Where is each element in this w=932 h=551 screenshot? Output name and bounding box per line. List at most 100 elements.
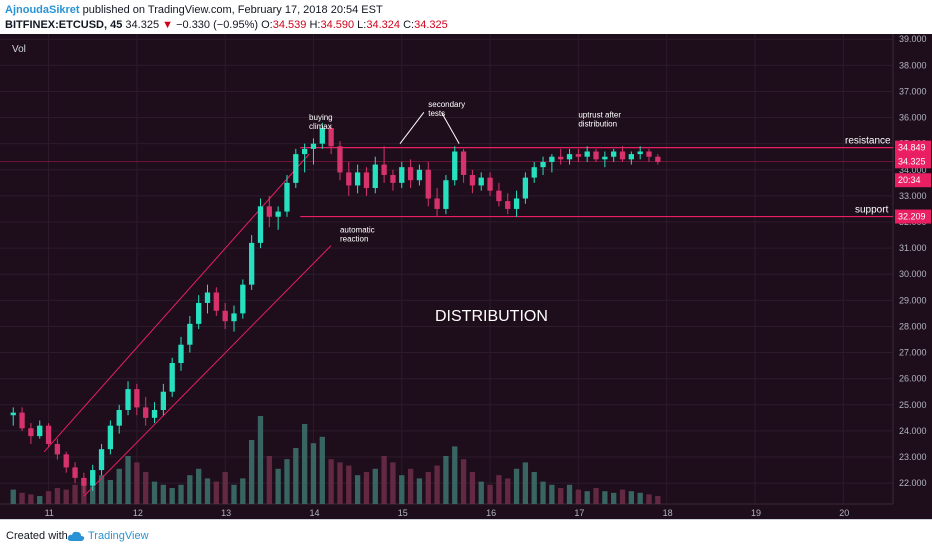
candle-body: [558, 156, 564, 160]
chart-header: AjnoudaSikret published on TradingView.c…: [0, 0, 932, 34]
x-tick-label: 19: [751, 508, 761, 518]
channel-lower-line: [83, 245, 332, 497]
candle-body: [45, 425, 52, 444]
volume-bar: [372, 468, 378, 504]
candle-body: [10, 412, 16, 416]
down-arrow-icon: ▼: [162, 19, 174, 31]
tradingview-cloud-icon: [67, 531, 85, 541]
volume-bar: [584, 491, 590, 504]
candle-body: [443, 180, 449, 209]
candle-body: [337, 146, 343, 173]
volume-bar: [354, 475, 361, 504]
candle-body: [575, 154, 582, 157]
volume-bar: [257, 416, 264, 504]
x-tick-label: 20: [839, 508, 849, 518]
volume-bar: [628, 491, 634, 504]
volume-bar: [602, 491, 608, 504]
candle-body: [513, 198, 520, 209]
chart-area[interactable]: 39.00038.00037.00036.00035.00034.00033.0…: [0, 34, 932, 519]
ohlc-close-value: 34.325: [414, 19, 448, 31]
price-chart[interactable]: 39.00038.00037.00036.00035.00034.00033.0…: [0, 34, 932, 519]
candle-body: [619, 151, 626, 160]
annotation-text: climax: [309, 122, 332, 131]
volume-bar: [425, 472, 431, 504]
candle-body: [54, 443, 61, 455]
candle-body: [602, 156, 608, 160]
volume-bar: [160, 484, 167, 504]
volume-bar: [337, 462, 343, 504]
volume-bar: [637, 492, 643, 504]
candle-body: [301, 148, 308, 155]
candle-body: [611, 151, 617, 157]
volume-bar: [407, 468, 414, 504]
tradingview-brand[interactable]: TradingView: [88, 530, 149, 542]
support-label: support: [855, 205, 889, 216]
candle-body: [637, 151, 643, 155]
candle-body: [151, 410, 158, 418]
volume-bar: [460, 459, 467, 504]
y-tick-label: 22.000: [899, 478, 927, 488]
distribution-watermark: DISTRIBUTION: [435, 308, 548, 325]
volume-bar: [611, 492, 617, 504]
candle-body: [452, 151, 458, 181]
candle-body: [346, 172, 352, 186]
annotation-text: automatic: [340, 225, 375, 234]
x-tick-label: 11: [45, 508, 54, 518]
candle-body: [655, 156, 661, 162]
candle-body: [425, 169, 431, 199]
volume-bar: [487, 484, 493, 504]
candle-body: [390, 175, 396, 183]
volume-bar: [399, 475, 405, 504]
candle-body: [399, 167, 405, 183]
volume-bar: [655, 496, 661, 504]
candle-body: [363, 172, 370, 189]
resistance-label: resistance: [845, 136, 891, 147]
author-link[interactable]: AjnoudaSikret: [5, 4, 80, 16]
x-tick-label: 17: [574, 508, 584, 518]
volume-bar: [301, 424, 308, 504]
last-price: 34.325: [125, 19, 160, 31]
volume-bar: [222, 472, 228, 504]
volume-bar: [469, 472, 476, 504]
annotation-arrow: [399, 112, 425, 144]
price-label-box: [895, 154, 931, 169]
volume-bar: [363, 472, 370, 504]
x-tick-label: 16: [486, 508, 496, 518]
volume-bar: [19, 492, 25, 504]
price-label-text: 20:34: [898, 175, 921, 185]
ohlc-high-label: H:: [309, 19, 321, 31]
volume-bar: [107, 480, 114, 504]
candle-body: [496, 190, 502, 202]
volume-bar: [381, 456, 387, 504]
candle-body: [81, 477, 87, 486]
x-tick-label: 13: [221, 508, 231, 518]
volume-bar: [478, 481, 484, 504]
x-tick-label: 14: [309, 508, 319, 518]
volume-bar: [143, 472, 149, 504]
volume-bar: [443, 456, 449, 504]
volume-bar: [346, 465, 352, 504]
volume-bar: [63, 489, 69, 504]
ohlc-close-label: C:: [403, 19, 415, 31]
candle-body: [284, 182, 290, 212]
volume-bar: [452, 446, 458, 504]
y-tick-label: 28.000: [899, 321, 927, 331]
candle-body: [28, 428, 34, 437]
volume-bar: [275, 468, 281, 504]
candle-body: [90, 470, 96, 486]
candle-body: [381, 164, 387, 175]
y-tick-label: 24.000: [899, 426, 927, 436]
created-with-text: Created with: [6, 530, 68, 542]
candle-body: [584, 151, 590, 157]
price-label-text: 34.849: [898, 143, 926, 153]
y-tick-label: 30.000: [899, 269, 927, 279]
y-tick-label: 37.000: [899, 86, 927, 96]
candle-body: [293, 154, 299, 183]
volume-bar: [98, 475, 105, 504]
annotation-text: secondary: [428, 100, 465, 109]
candle-body: [187, 323, 193, 345]
volume-bar: [496, 475, 502, 504]
symbol-name[interactable]: BITFINEX:ETCUSD, 45: [5, 19, 123, 31]
price-label-box: [895, 140, 931, 155]
y-tick-label: 38.000: [899, 60, 927, 70]
